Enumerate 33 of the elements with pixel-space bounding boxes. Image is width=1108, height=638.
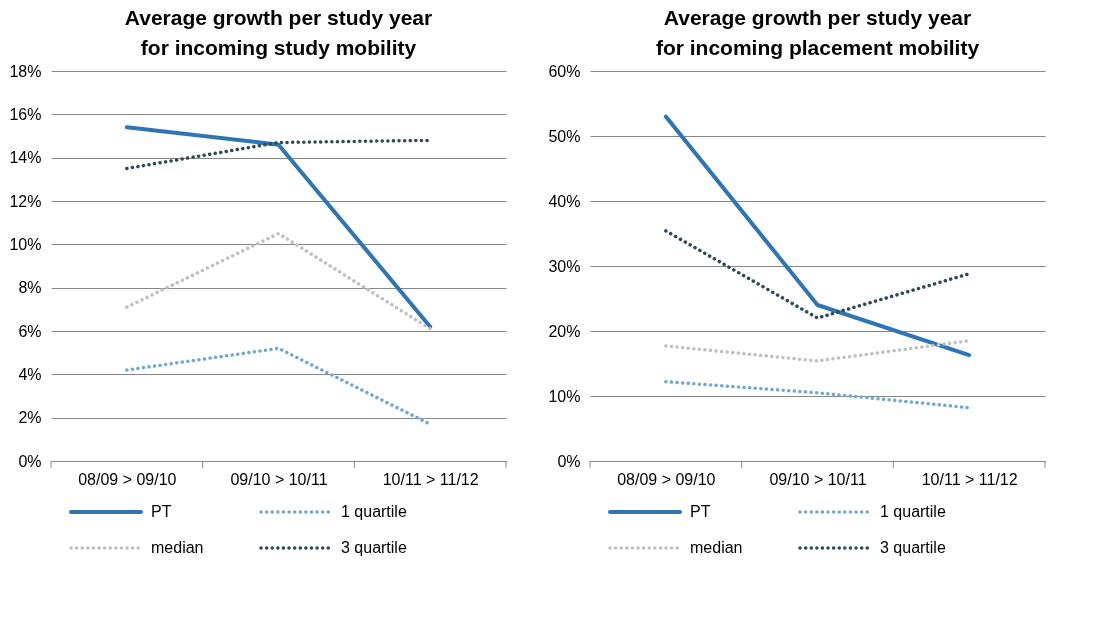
y-tick-label: 40% <box>548 192 581 210</box>
y-tick-label: 16% <box>9 105 42 123</box>
x-tick-label: 08/09 > 09/10 <box>78 470 177 488</box>
legend-label: median <box>690 539 743 556</box>
x-tick-label: 09/10 > 10/11 <box>769 470 867 488</box>
y-tick-label: 30% <box>548 257 581 275</box>
y-tick-label: 60% <box>548 62 581 80</box>
x-tick-label: 09/10 > 10/11 <box>230 470 328 488</box>
y-tick-label: 14% <box>9 149 42 167</box>
chart-title: Average growth per study year for incoming study mobility <box>124 6 433 59</box>
y-tick-label: 18% <box>9 62 42 80</box>
legend-label: 3 quartile <box>341 539 407 556</box>
x-tick-label: 08/09 > 09/10 <box>617 470 716 488</box>
legend-label: PT <box>690 503 711 520</box>
x-tick-label: 10/11 > 11/12 <box>382 470 479 488</box>
y-tick-label: 8% <box>18 279 42 297</box>
legend-label: 1 quartile <box>880 503 946 520</box>
y-tick-label: 10% <box>9 235 42 253</box>
y-tick-label: 12% <box>9 192 42 210</box>
legend-label: 3 quartile <box>880 539 946 556</box>
y-tick-label: 2% <box>18 409 42 427</box>
legend-label: 1 quartile <box>341 503 407 520</box>
legend-label: median <box>151 539 204 556</box>
x-tick-label: 10/11 > 11/12 <box>921 470 1018 488</box>
y-tick-label: 10% <box>548 387 581 405</box>
y-tick-label: 4% <box>18 365 42 383</box>
y-tick-label: 50% <box>548 127 581 145</box>
y-tick-label: 0% <box>557 452 581 470</box>
y-tick-label: 20% <box>548 322 581 340</box>
legend-label: PT <box>151 503 172 520</box>
y-tick-label: 6% <box>18 322 42 340</box>
y-tick-label: 0% <box>18 452 42 470</box>
chart-title: Average growth per study year for incoming placement mobility <box>655 6 980 59</box>
